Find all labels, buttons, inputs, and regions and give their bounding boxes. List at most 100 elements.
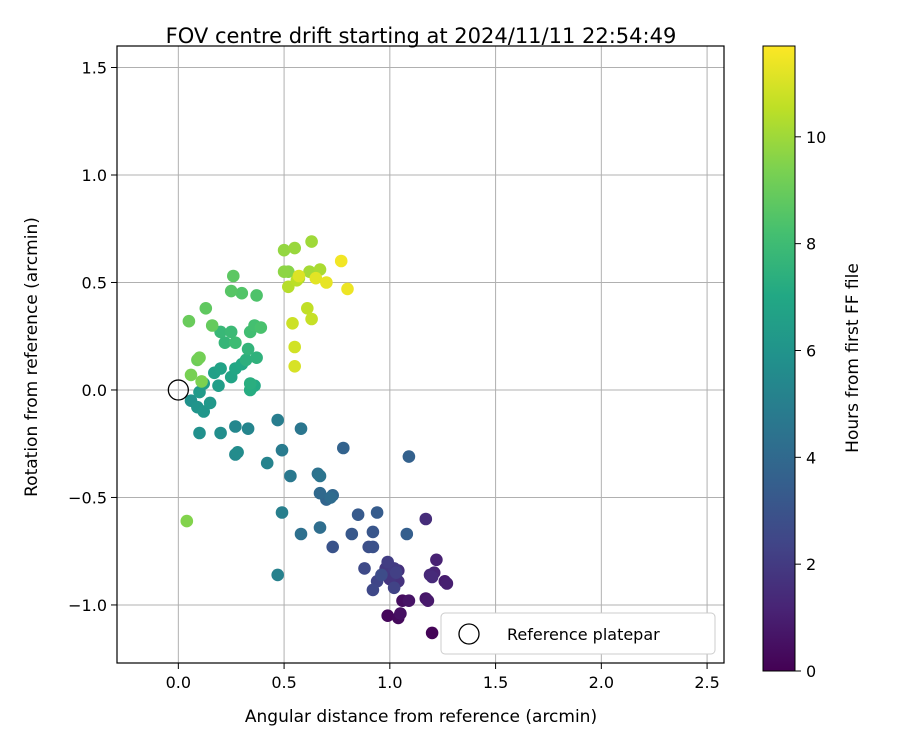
scatter-point (224, 284, 238, 298)
scatter-point (320, 276, 333, 289)
colorbar-tick-label: 8 (806, 235, 816, 254)
scatter-point (218, 336, 232, 350)
scatter-point (286, 317, 299, 330)
y-tick-label: 0.5 (82, 273, 107, 292)
scatter-point (337, 441, 350, 455)
scatter-point (375, 568, 388, 582)
scatter-point (366, 540, 380, 554)
y-tick-label: 1.5 (82, 58, 107, 77)
legend-box: Reference platepar (440, 612, 716, 655)
scatter-point (288, 241, 302, 255)
grid-lines (117, 46, 724, 663)
scatter-point (260, 456, 274, 470)
scatter-point (231, 446, 244, 459)
y-axis-label: Rotation from reference (arcmin) (22, 217, 42, 497)
scatter-point (214, 362, 227, 375)
scatter-point (419, 512, 433, 526)
colorbar-ticks: 0 2 4 6 8 10 (795, 128, 826, 681)
scatter-point (421, 594, 435, 607)
data-points (180, 235, 454, 640)
scatter-point (394, 607, 407, 620)
scatter-point (241, 342, 255, 356)
scatter-point (389, 566, 403, 579)
legend-open-circle-icon (458, 623, 480, 645)
y-tick-label: −1.0 (68, 596, 107, 615)
scatter-point (227, 269, 240, 283)
scatter-point (358, 562, 371, 575)
reference-platepar-marker (167, 379, 189, 401)
scatter-point (370, 506, 384, 519)
chart-title: FOV centre drift starting at 2024/11/11 … (166, 24, 677, 48)
scatter-point (381, 555, 395, 569)
scatter-point (235, 286, 249, 300)
scatter-point (305, 312, 318, 326)
scatter-point (313, 486, 327, 500)
scatter-point (366, 525, 380, 539)
x-tick-label: 2.5 (694, 673, 719, 692)
scatter-point (229, 420, 242, 433)
scatter-point (430, 553, 443, 567)
x-tick-label: 2.0 (589, 673, 614, 692)
colorbar (762, 45, 796, 672)
scatter-point (197, 405, 210, 418)
scatter-point (182, 314, 196, 328)
y-tick-label: 0.0 (82, 381, 107, 400)
scatter-point (199, 302, 213, 315)
legend-label: Reference platepar (507, 625, 660, 644)
scatter-point (212, 379, 225, 393)
scatter-point (224, 325, 238, 339)
scatter-point (203, 396, 217, 410)
scatter-point (313, 469, 327, 483)
scatter-point (440, 577, 454, 590)
scatter-point (381, 609, 395, 622)
scatter-point (243, 377, 257, 390)
scatter-point (400, 527, 414, 541)
y-tick-label: 1.0 (82, 166, 107, 185)
y-axis-ticks: −1.0 −0.5 0.0 0.5 1.0 1.5 (68, 58, 117, 615)
scatter-point (254, 321, 268, 334)
scatter-point (271, 568, 285, 582)
scatter-point (292, 269, 306, 283)
scatter-point (241, 422, 255, 436)
scatter-point (294, 527, 308, 541)
scatter-point (239, 353, 253, 367)
scatter-point (324, 491, 337, 504)
scatter-point (334, 254, 348, 268)
scatter-point (284, 469, 297, 483)
scatter-point (294, 422, 308, 436)
scatter-point (180, 514, 194, 528)
x-tick-label: 1.5 (483, 673, 508, 692)
scatter-point (309, 271, 323, 285)
scatter-point (250, 289, 263, 302)
scatter-point (313, 521, 327, 534)
legend-frame (440, 612, 716, 655)
scatter-point (425, 570, 439, 584)
scatter-point (205, 319, 219, 332)
x-tick-label: 0.0 (166, 673, 191, 692)
scatter-point (195, 375, 208, 388)
scatter-point (351, 508, 365, 521)
scatter-point (288, 340, 302, 354)
x-tick-label: 0.5 (271, 673, 296, 692)
scatter-point (301, 302, 314, 315)
colorbar-tick-label: 0 (806, 662, 816, 681)
scatter-point (402, 450, 416, 463)
scatter-point (214, 426, 227, 440)
x-tick-label: 1.0 (377, 673, 402, 692)
scatter-point (275, 506, 289, 519)
scatter-point (425, 626, 439, 640)
scatter-point (184, 368, 198, 382)
scatter-point (277, 243, 291, 257)
scatter-point (271, 413, 285, 427)
colorbar-tick-label: 10 (806, 128, 826, 147)
plot-frame (116, 45, 725, 664)
colorbar-tick-label: 2 (806, 555, 816, 574)
x-axis-ticks: 0.0 0.5 1.0 1.5 2.0 2.5 (166, 663, 720, 692)
scatter-point (288, 360, 302, 373)
scatter-point (250, 351, 263, 365)
scatter-point (275, 443, 289, 457)
colorbar-tick-label: 4 (806, 448, 816, 467)
x-axis-label: Angular distance from reference (arcmin) (245, 707, 597, 727)
scatter-point (193, 351, 206, 365)
